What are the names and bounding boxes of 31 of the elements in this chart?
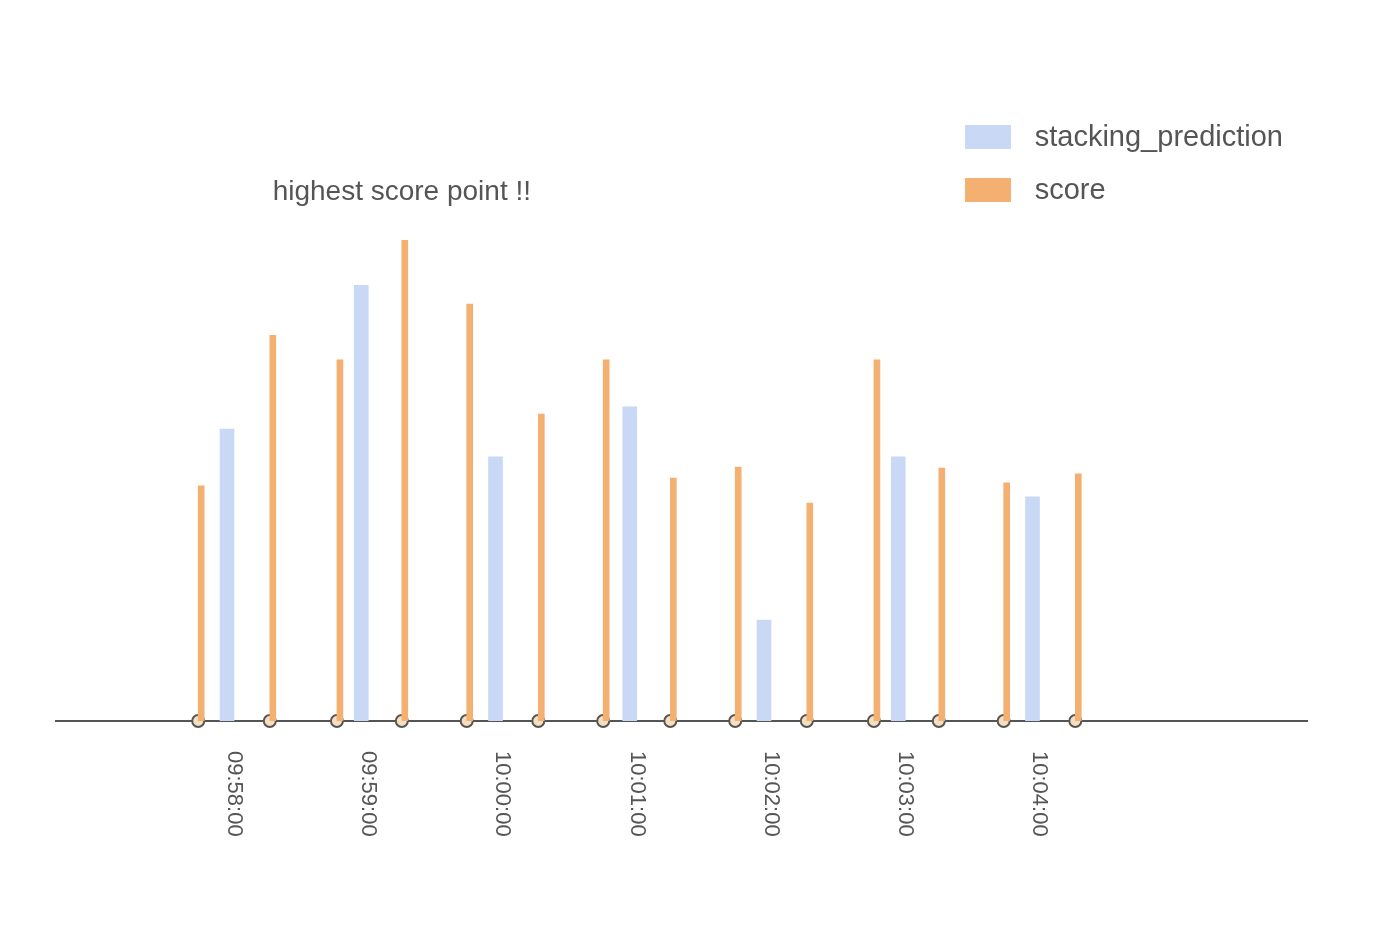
bar — [622, 406, 638, 721]
bar — [602, 359, 610, 721]
bar — [197, 485, 205, 721]
bar — [401, 240, 409, 721]
x-tick-label: 10:03:00 — [894, 751, 920, 837]
bar — [938, 467, 946, 721]
x-tick-label: 10:00:00 — [491, 751, 517, 837]
annotation: highest score point !! — [272, 174, 531, 206]
bar — [353, 284, 369, 721]
x-tick-label: 10:01:00 — [625, 751, 651, 837]
legend-label: score — [1034, 173, 1106, 206]
legend-label: stacking_prediction — [1034, 120, 1283, 153]
bar — [1003, 482, 1011, 721]
bar — [269, 334, 277, 721]
bar — [219, 428, 235, 721]
bar — [734, 466, 742, 721]
bar — [756, 619, 772, 721]
bar — [1025, 496, 1040, 721]
bar — [890, 456, 906, 721]
x-tick-label: 09:59:00 — [357, 751, 383, 837]
bar — [806, 502, 814, 721]
bar — [466, 303, 474, 721]
bar — [873, 359, 881, 721]
bar — [537, 413, 545, 721]
bar — [488, 456, 503, 721]
x-tick-label: 10:02:00 — [759, 751, 785, 837]
x-tick-label: 10:04:00 — [1028, 751, 1054, 837]
x-tick-label: 09:58:00 — [222, 751, 248, 837]
bar — [1074, 473, 1082, 721]
bar — [669, 477, 677, 721]
bar — [336, 359, 344, 721]
